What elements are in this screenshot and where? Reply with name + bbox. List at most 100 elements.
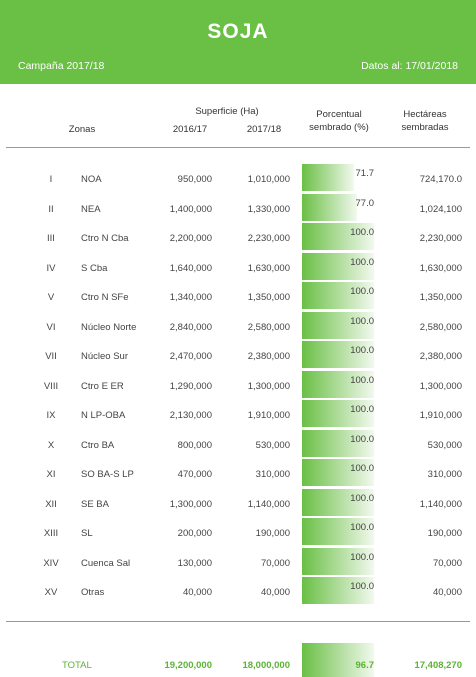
campaign-label: Campaña 2017/18 <box>18 60 105 72</box>
percent-sown: 100.0 <box>350 551 374 563</box>
percent-bar <box>302 577 374 604</box>
hectares-sown: 40,000 <box>432 587 462 598</box>
surface-2017: 1,140,000 <box>247 498 290 510</box>
percent-bar <box>302 370 374 398</box>
zone-name: Ctro N SFe <box>81 292 129 303</box>
zone-number: VIII <box>43 380 59 392</box>
surface-2016: 1,640,000 <box>169 262 212 274</box>
table-row: X Ctro BA 800,000 530,000 100.0 530,000 <box>0 429 476 458</box>
surface-2016: 130,000 <box>177 557 212 569</box>
hectares-sown: 70,000 <box>432 557 462 569</box>
percent-bar <box>302 193 358 221</box>
table-row: XIII SL 200,000 190,000 100.0 190,000 <box>0 518 476 546</box>
surface-2016: 2,470,000 <box>169 351 212 362</box>
hectares-sown: 1,024,100 <box>419 203 462 215</box>
percent-bar <box>302 518 374 545</box>
percent-bar <box>302 164 354 191</box>
percent-sown: 100.0 <box>350 286 374 297</box>
surface-2016: 2,840,000 <box>169 321 212 333</box>
zone-name: NEA <box>81 203 101 215</box>
percent-bar <box>302 341 374 368</box>
surface-2016: 1,300,000 <box>169 498 212 510</box>
zone-number: XIII <box>43 528 59 539</box>
total-hectares: 17,408,270 <box>414 660 462 671</box>
hectares-sown: 1,910,000 <box>419 410 462 421</box>
zone-number: III <box>47 233 55 244</box>
zone-number: IV <box>46 262 56 274</box>
header-band: SOJA Campaña 2017/18 Datos al: 17/01/201… <box>0 0 476 84</box>
hectares-sown: 724,170.0 <box>419 174 462 185</box>
hectares-sown: 310,000 <box>427 469 462 480</box>
zone-name: NOA <box>81 174 102 185</box>
hectares-sown: 2,230,000 <box>419 233 462 244</box>
year-2017-header: 2017/18 <box>246 124 282 135</box>
total-row: TOTAL 19,200,000 18,000,000 96.7 17,408,… <box>0 643 476 677</box>
table-row: I NOA 950,000 1,010,000 71.7 724,170.0 <box>0 164 476 192</box>
table-row: XII SE BA 1,300,000 1,140,000 100.0 1,140,000 <box>0 488 476 517</box>
surface-2017: 1,330,000 <box>247 203 290 215</box>
total-surface-2016: 19,200,000 <box>164 660 212 671</box>
percent-sown: 71.7 <box>355 168 375 179</box>
surface-2017: 2,230,000 <box>247 233 290 244</box>
table-row: II NEA 1,400,000 1,330,000 77.0 1,024,100 <box>0 193 476 222</box>
percent-sown: 100.0 <box>350 581 374 592</box>
total-percent: 96.7 <box>355 660 375 671</box>
zone-name: SE BA <box>81 498 109 510</box>
table-row: VII Núcleo Sur 2,470,000 2,380,000 100.0 2,38… <box>0 341 476 369</box>
superficie-header: Superficie (Ha) <box>195 106 259 117</box>
zone-name: Cuenca Sal <box>81 557 131 569</box>
zone-number: I <box>49 174 53 185</box>
hectares-sown: 2,580,000 <box>419 321 462 333</box>
zone-number: IX <box>46 410 56 421</box>
table-row: XI SO BA-S LP 470,000 310,000 100.0 310,000 <box>0 459 476 487</box>
surface-2017: 1,630,000 <box>247 262 290 274</box>
table-row: IX N LP-OBA 2,130,000 1,910,000 100.0 1,910,0… <box>0 400 476 428</box>
percent-sown: 100.0 <box>350 433 374 445</box>
zone-number: X <box>47 439 55 451</box>
surface-2017: 1,910,000 <box>247 410 290 421</box>
hectares-sown: 1,350,000 <box>419 292 462 303</box>
hectares-sown: 2,380,000 <box>419 351 462 362</box>
percent-sown: 100.0 <box>350 256 374 268</box>
zone-name: Otras <box>81 587 105 598</box>
zone-number: VI <box>46 321 56 333</box>
zone-name: N LP-OBA <box>81 410 126 421</box>
zone-name: Núcleo Sur <box>81 351 128 362</box>
surface-2017: 40,000 <box>260 587 290 598</box>
percent-sown: 77.0 <box>355 197 375 209</box>
percent-sown: 100.0 <box>350 492 374 504</box>
porcentual-header-line2: sembrado (%) <box>309 122 369 133</box>
zone-name: S Cba <box>81 262 108 274</box>
zone-name: Ctro BA <box>81 439 115 451</box>
zone-name: SO BA-S LP <box>81 469 134 480</box>
surface-2017: 2,580,000 <box>247 321 290 333</box>
table-row: XV Otras 40,000 40,000 100.0 40,000 <box>0 577 476 605</box>
percent-sown: 100.0 <box>350 404 374 415</box>
total-label: TOTAL <box>62 660 92 671</box>
zone-number: XI <box>46 469 56 480</box>
surface-2016: 1,400,000 <box>169 203 212 215</box>
page-title: SOJA <box>207 20 269 43</box>
percent-bar <box>302 223 374 250</box>
hectareas-header-line1: Hectáreas <box>403 109 447 120</box>
surface-2017: 1,350,000 <box>247 292 290 303</box>
table-row: XIV Cuenca Sal 130,000 70,000 100.0 70,000 <box>0 547 476 576</box>
total-percent-bar <box>302 643 374 677</box>
percent-bar <box>302 252 374 280</box>
table-row: IV S Cba 1,640,000 1,630,000 100.0 1,630,000 <box>0 252 476 281</box>
zone-number: XIV <box>43 557 59 569</box>
percent-bar <box>302 429 374 457</box>
surface-2016: 950,000 <box>177 174 212 185</box>
surface-2016: 470,000 <box>177 469 212 480</box>
zone-number: XV <box>44 587 58 598</box>
zone-number: II <box>48 203 54 215</box>
zone-number: V <box>47 292 55 303</box>
surface-2016: 800,000 <box>177 439 212 451</box>
hectares-sown: 530,000 <box>427 439 462 451</box>
surface-2017: 530,000 <box>255 439 290 451</box>
percent-sown: 100.0 <box>350 227 374 238</box>
header-divider <box>6 147 470 148</box>
zone-number: XII <box>45 498 57 510</box>
porcentual-header-line1: Porcentual <box>316 109 362 120</box>
hectares-sown: 1,300,000 <box>419 380 462 392</box>
